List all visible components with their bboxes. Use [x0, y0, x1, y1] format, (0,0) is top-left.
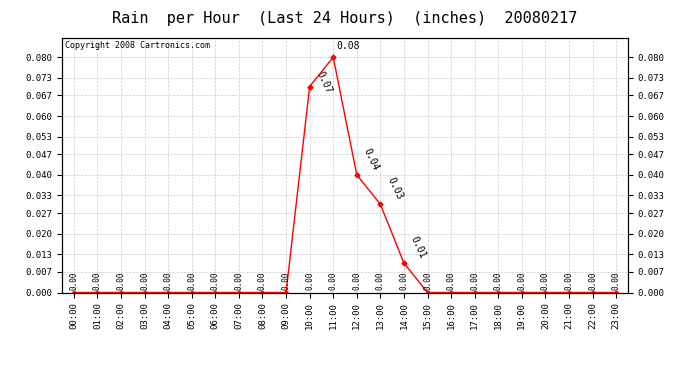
- Text: Copyright 2008 Cartronics.com: Copyright 2008 Cartronics.com: [65, 41, 210, 50]
- Text: 0.00: 0.00: [235, 272, 244, 290]
- Text: 0.00: 0.00: [470, 272, 479, 290]
- Text: 0.00: 0.00: [541, 272, 550, 290]
- Text: 0.00: 0.00: [211, 272, 220, 290]
- Text: 0.00: 0.00: [518, 272, 526, 290]
- Text: 0.00: 0.00: [494, 272, 503, 290]
- Text: 0.00: 0.00: [564, 272, 573, 290]
- Text: 0.00: 0.00: [117, 272, 126, 290]
- Text: 0.00: 0.00: [611, 272, 620, 290]
- Text: 0.00: 0.00: [328, 272, 337, 290]
- Text: 0.00: 0.00: [164, 272, 172, 290]
- Text: 0.00: 0.00: [305, 272, 314, 290]
- Text: 0.00: 0.00: [400, 272, 408, 290]
- Text: 0.00: 0.00: [446, 272, 455, 290]
- Text: 0.00: 0.00: [282, 272, 290, 290]
- Text: 0.00: 0.00: [93, 272, 102, 290]
- Text: 0.04: 0.04: [362, 146, 380, 172]
- Text: 0.00: 0.00: [376, 272, 385, 290]
- Text: 0.01: 0.01: [408, 235, 428, 260]
- Text: 0.00: 0.00: [258, 272, 267, 290]
- Text: 0.07: 0.07: [315, 70, 333, 96]
- Text: 0.03: 0.03: [385, 176, 404, 201]
- Text: Rain  per Hour  (Last 24 Hours)  (inches)  20080217: Rain per Hour (Last 24 Hours) (inches) 2…: [112, 11, 578, 26]
- Text: 0.00: 0.00: [70, 272, 79, 290]
- Text: 0.00: 0.00: [353, 272, 362, 290]
- Text: 0.08: 0.08: [337, 41, 360, 51]
- Text: 0.00: 0.00: [423, 272, 432, 290]
- Text: 0.00: 0.00: [187, 272, 196, 290]
- Text: 0.00: 0.00: [140, 272, 149, 290]
- Text: 0.00: 0.00: [588, 272, 597, 290]
